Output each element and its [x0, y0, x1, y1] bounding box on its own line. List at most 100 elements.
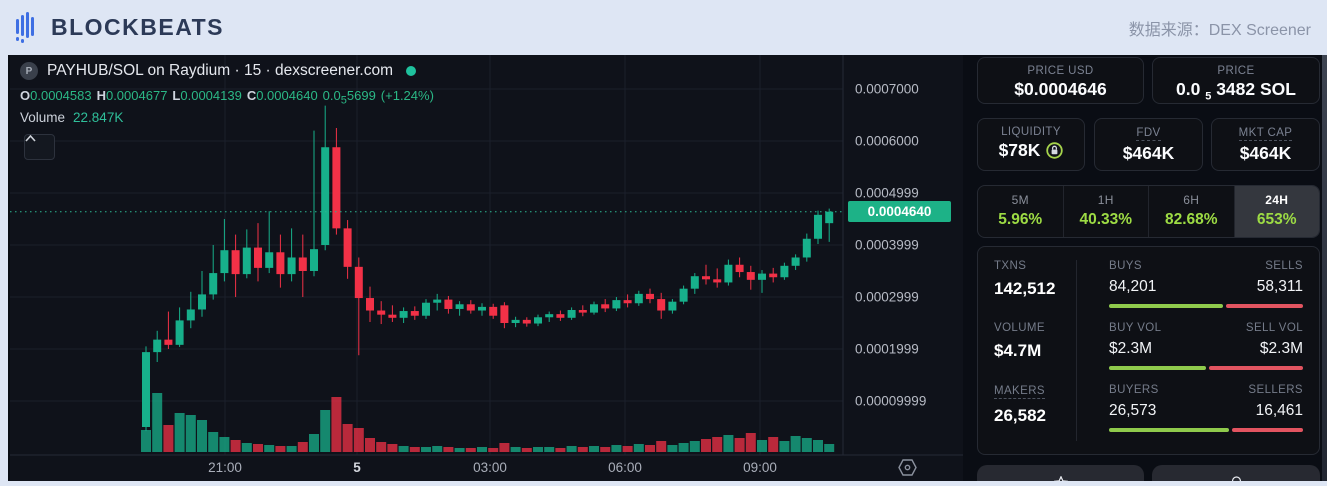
liquidity-lock-icon[interactable]: [1046, 142, 1064, 159]
liquidity-card: LIQUIDITY $78K: [977, 118, 1085, 171]
sol-price-value: 0.055699: [322, 88, 376, 107]
sellers-value: 16,461: [1255, 402, 1303, 419]
chart-title-row: P PAYHUB/SOL on Raydium · 15 · dexscreen…: [20, 62, 417, 80]
price-usd-value: $0.0004646: [1014, 79, 1107, 99]
buyers-value: 26,573: [1109, 402, 1157, 419]
logo-text: BLOCKBEATS: [51, 14, 225, 40]
time-axis-label: 06:00: [608, 460, 642, 475]
sells-value: 58,311: [1256, 278, 1303, 295]
low-label: L: [172, 88, 181, 103]
price-sol-value: 0.0 5 3482 SOL: [1176, 79, 1296, 103]
price-axis-label: 0.0003999: [855, 237, 919, 253]
close-value: 0.0004640: [256, 88, 318, 103]
time-axis-label: 5: [353, 460, 361, 475]
volume-readout: Volume 22.847K: [20, 110, 123, 125]
sells-label: SELLS: [1265, 260, 1303, 272]
open-label: O: [20, 88, 31, 103]
volume-value: 22.847K: [73, 110, 124, 125]
chevron-up-icon: [25, 135, 36, 142]
sellers-label: SELLERS: [1248, 384, 1303, 396]
time-axis-label: 21:00: [208, 460, 242, 475]
makers-value: 26,582: [994, 406, 1046, 426]
volume-stat-label: VOLUME: [994, 322, 1045, 334]
open-value: 0.0004583: [30, 88, 92, 103]
current-price-badge: 0.0004640: [848, 201, 951, 223]
data-source-note: 数据来源：DEX Screener: [1129, 16, 1311, 40]
close-label: C: [246, 88, 257, 103]
tab-1h[interactable]: 1H 40.33%: [1064, 186, 1149, 237]
price-axis-label: 0.0006000: [855, 133, 919, 149]
time-axis-label: 09:00: [743, 460, 777, 475]
token-stats-panel: PRICE USD $0.0004646 PRICE 0.0 5 3482 SO…: [977, 57, 1320, 481]
mktcap-card: MKT CAP $464K: [1211, 118, 1320, 171]
price-axis-label: 0.0002999: [855, 289, 919, 305]
buy-sell-volume-ratio-bar: [1109, 366, 1303, 370]
liquidity-value: $78K: [998, 140, 1041, 160]
high-label: H: [96, 88, 106, 103]
tab-5m[interactable]: 5M 5.96%: [978, 186, 1064, 237]
price-axis-label: 0.00009999: [855, 393, 927, 409]
liquidity-label: LIQUIDITY: [1001, 126, 1061, 138]
fdv-value: $464K: [1122, 143, 1175, 164]
bell-icon: [1231, 476, 1241, 481]
volume-row: VOLUME $4.7M BUY VOL SELL VOL $2.3M $2.3…: [994, 322, 1303, 378]
pair-token-icon: P: [20, 62, 38, 80]
buy-vol-label: BUY VOL: [1109, 322, 1162, 334]
volume-bars: [141, 393, 835, 452]
txns-value: 142,512: [994, 279, 1056, 298]
camera-icon: [898, 459, 917, 476]
makers-label[interactable]: MAKERS: [994, 384, 1045, 400]
ohlc-readout: O0.0004583 H0.0004677 L0.0004139 C0.0004…: [20, 88, 434, 107]
data-source-value: DEX Screener: [1208, 21, 1311, 39]
transactions-stats-card: TXNS 142,512 BUYS SELLS 84,201 58,311: [977, 246, 1320, 455]
collapse-indicator-button[interactable]: [24, 134, 55, 160]
data-source-label: 数据来源：: [1128, 21, 1209, 39]
star-icon: [1053, 476, 1068, 481]
buyers-sellers-ratio-bar: [1109, 428, 1303, 432]
sell-vol-value: $2.3M: [1259, 340, 1303, 357]
time-axis-label: 03:00: [473, 460, 507, 475]
price-axis-label: 0.0001999: [855, 341, 919, 357]
volume-label: Volume: [20, 110, 66, 125]
fdv-card: FDV $464K: [1094, 118, 1203, 171]
live-status-dot-icon: [406, 66, 417, 76]
divider: [1076, 260, 1077, 441]
price-usd-label: PRICE USD: [1027, 65, 1094, 77]
txns-row: TXNS 142,512 BUYS SELLS 84,201 58,311: [994, 260, 1303, 316]
price-sol-card: PRICE 0.0 5 3482 SOL: [1152, 57, 1320, 104]
site-header: BLOCKBEATS 数据来源：DEX Screener: [0, 0, 1327, 55]
volume-stat-value: $4.7M: [994, 341, 1042, 360]
price-chart-panel: P PAYHUB/SOL on Raydium · 15 · dexscreen…: [10, 55, 963, 481]
fdv-label[interactable]: FDV: [1136, 126, 1161, 142]
timeframe-tabs: 5M 5.96% 1H 40.33% 6H 82.68% 24H 653%: [977, 185, 1320, 238]
alerts-button[interactable]: [1152, 465, 1320, 481]
main-content: P PAYHUB/SOL on Raydium · 15 · dexscreen…: [8, 55, 1327, 481]
gridlines: [10, 55, 963, 456]
high-value: 0.0004677: [105, 88, 168, 103]
price-sol-label: PRICE: [1217, 65, 1255, 77]
mktcap-value: $464K: [1239, 143, 1292, 164]
tab-6h[interactable]: 6H 82.68%: [1149, 186, 1235, 237]
buy-sell-ratio-bar: [1109, 304, 1303, 308]
price-axis-label: 0.0004999: [855, 185, 919, 201]
candlestick-chart[interactable]: [10, 55, 963, 481]
txns-label: TXNS: [994, 260, 1027, 272]
price-usd-card: PRICE USD $0.0004646: [977, 57, 1144, 104]
chart-title: PAYHUB/SOL on Raydium · 15 · dexscreener…: [47, 62, 394, 79]
buys-value: 84,201: [1109, 278, 1157, 295]
buyers-label: BUYERS: [1109, 384, 1159, 396]
watchlist-button[interactable]: [977, 465, 1144, 481]
blockbeats-logo-icon: [16, 11, 34, 43]
change-percent: (+1.24%): [380, 88, 434, 103]
mktcap-label[interactable]: MKT CAP: [1238, 126, 1293, 142]
price-axis-label: 0.0007000: [855, 81, 919, 97]
sell-vol-label: SELL VOL: [1245, 322, 1303, 334]
blockbeats-logo: BLOCKBEATS: [16, 11, 225, 44]
makers-row: MAKERS 26,582 BUYERS SELLERS 26,573 16,4…: [994, 384, 1303, 440]
low-value: 0.0004139: [180, 88, 242, 103]
tab-24h[interactable]: 24H 653%: [1234, 186, 1319, 237]
window-edge: [1322, 55, 1327, 481]
candles: [142, 105, 834, 432]
buy-vol-value: $2.3M: [1109, 340, 1153, 357]
